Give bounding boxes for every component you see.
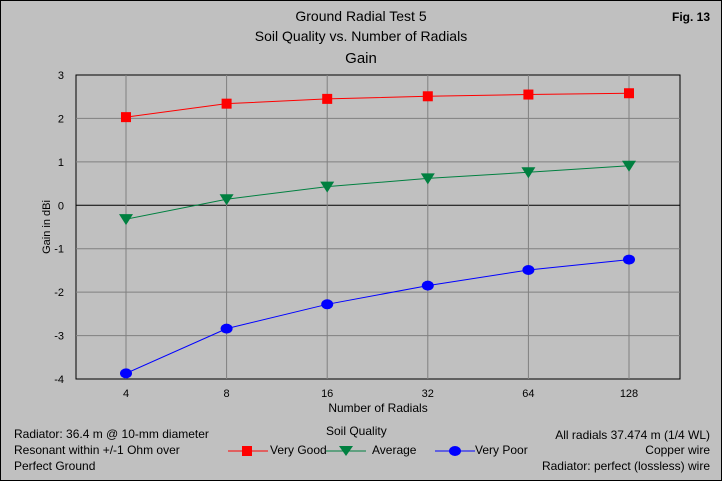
plot-area [75,74,681,380]
data-point-average [521,167,536,179]
legend-label-average: Average [372,443,417,457]
data-point-very-poor [421,280,434,291]
y-tick-label: 3 [58,70,64,82]
x-tick-label: 32 [422,388,434,400]
y-tick-label: -2 [54,287,64,299]
data-point-very-poor [120,368,132,379]
x-axis-label: Number of Radials [328,401,427,415]
legend-title: Soil Quality [326,424,387,438]
data-point-very-good [221,98,232,109]
legend-marker-average [326,446,366,456]
data-point-average [119,214,133,226]
chart-title-line-3: Gain [345,50,377,67]
data-point-average [420,173,435,185]
data-point-average [320,181,335,193]
legend-label-very-poor: Very Poor [475,443,528,457]
y-tick-label: 0 [58,200,64,212]
data-point-very-poor [522,264,535,275]
data-point-very-poor [321,299,334,310]
series-line-very-poor [125,259,630,374]
x-tick-label: 128 [620,388,638,400]
figure-label: Fig. 13 [671,10,710,24]
data-point-very-poor [220,323,233,334]
data-point-very-good [523,89,534,100]
x-tick-label: 64 [522,388,534,400]
data-point-very-good [422,91,433,102]
y-tick-label: 1 [58,157,64,169]
y-tick-label: -4 [54,374,64,386]
y-tick-label: 2 [58,113,64,125]
data-point-average [622,160,636,172]
y-axis-label: Gain in dBi [41,200,53,254]
chart-title-line-2: Soil Quality vs. Number of Radials [254,28,468,44]
legend-label-very-good: Very Good [270,443,327,457]
data-point-average [219,194,234,206]
ground-note: Perfect Ground [14,459,96,473]
data-point-very-poor [623,254,635,265]
data-point-very-good [121,112,131,123]
series-line-very-good [125,92,630,118]
data-point-very-good [624,88,634,99]
x-tick-label: 8 [224,388,230,400]
legend-marker-very-good [228,446,268,456]
y-tick-label: -3 [54,331,64,343]
radiator-note: Radiator: 36.4 m @ 10-mm diameter [14,427,209,441]
radial-length-note: All radials 37.474 m (1/4 WL) [555,428,710,442]
chart-title-line-1: Ground Radial Test 5 [295,8,427,24]
y-tick-label: -1 [54,244,64,256]
wire-material-note: Copper wire [645,443,710,457]
resonance-note: Resonant within +/-1 Ohm over [14,443,180,457]
x-tick-label: 4 [123,388,129,400]
series-line-average [125,165,630,220]
data-point-very-good [322,93,333,104]
legend-marker-very-poor [435,446,475,456]
x-tick-label: 16 [321,388,333,400]
radiator-wire-note: Radiator: perfect (lossless) wire [541,459,710,473]
